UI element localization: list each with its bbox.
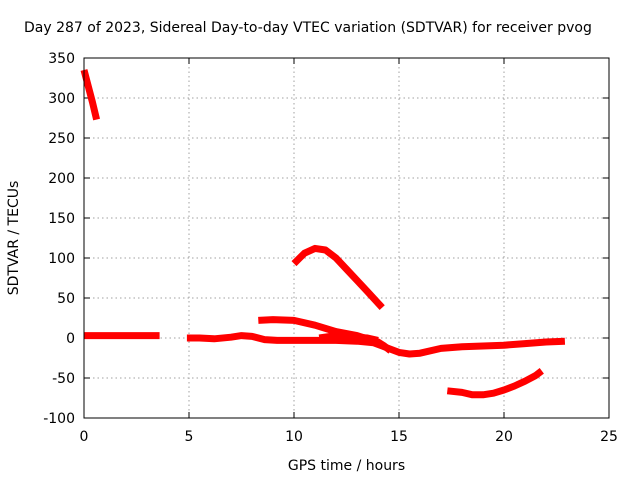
y-tick-label: 150 xyxy=(48,211,75,227)
series-track-e xyxy=(318,332,379,344)
y-tick-label: 350 xyxy=(48,51,75,67)
x-tick-label: 0 xyxy=(80,429,89,445)
series-track-g xyxy=(446,368,544,399)
y-axis-label: SDTVAR / TECUs xyxy=(6,181,22,296)
data-series xyxy=(80,69,566,399)
x-axis-label: GPS time / hours xyxy=(288,458,405,474)
y-tick-label: -50 xyxy=(52,371,75,387)
y-tick-label: 250 xyxy=(48,131,75,147)
y-tick-label: -100 xyxy=(43,411,75,427)
x-tick-label: 20 xyxy=(495,429,513,445)
y-tick-label: 50 xyxy=(57,291,75,307)
y-tick-label: 200 xyxy=(48,171,75,187)
series-track-a xyxy=(80,69,101,121)
x-tick-label: 5 xyxy=(185,429,194,445)
x-tick-label: 15 xyxy=(390,429,408,445)
x-tick-label: 10 xyxy=(285,429,303,445)
y-tick-label: 300 xyxy=(48,91,75,107)
y-tick-label: 0 xyxy=(66,331,75,347)
chart-title: Day 287 of 2023, Sidereal Day-to-day VTE… xyxy=(24,20,592,36)
series-track-f xyxy=(291,244,385,310)
series-track-c xyxy=(186,332,566,358)
axis-ticks: 0 5 10 15 20 25 -100 -50 0 50 100 150 200 250 300 350 xyxy=(43,51,618,445)
y-tick-label: 100 xyxy=(48,251,75,267)
x-tick-label: 25 xyxy=(600,429,618,445)
plot-frame xyxy=(83,57,610,419)
grid-lines xyxy=(84,58,609,418)
